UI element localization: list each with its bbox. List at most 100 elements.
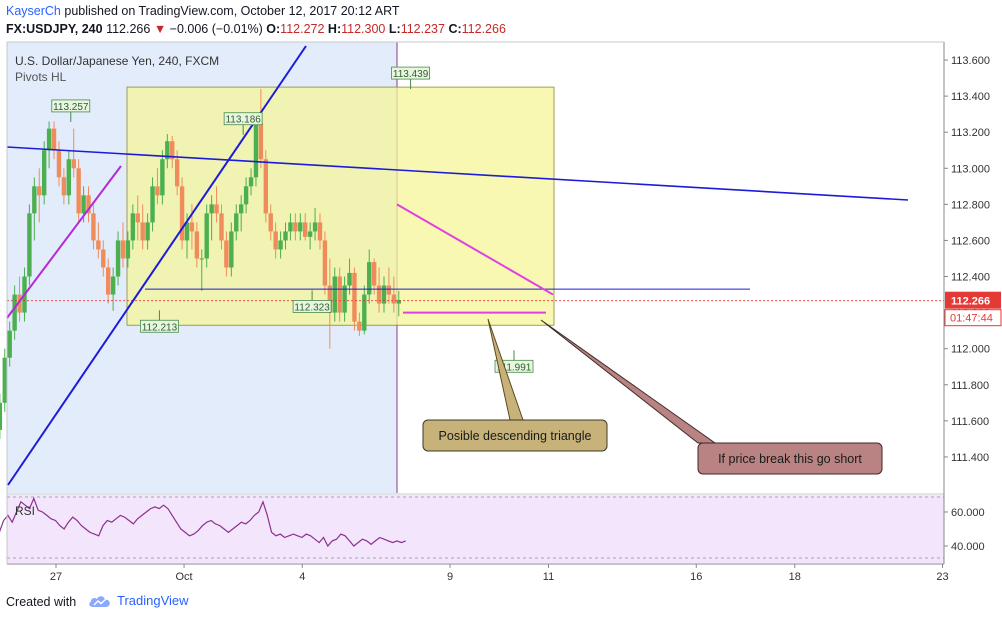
candle-body xyxy=(106,267,111,295)
candle-body xyxy=(248,177,254,187)
pivot-label-text: 113.186 xyxy=(225,115,261,126)
candle-body xyxy=(125,240,131,259)
candle-body xyxy=(51,128,57,151)
candle-body xyxy=(371,262,377,286)
candle-body xyxy=(194,231,200,259)
callout-box-triangle xyxy=(422,419,608,452)
chart-title: U.S. Dollar/Japanese Yen, 240, FXCM xyxy=(15,54,219,68)
candle-body xyxy=(150,186,155,223)
candle-body xyxy=(367,262,372,295)
footer: Created with TradingView xyxy=(0,588,1002,618)
high-label: H: xyxy=(327,22,342,36)
candle-body xyxy=(61,177,67,196)
candle-body xyxy=(243,186,249,205)
candle-body xyxy=(189,222,195,232)
rsi-line xyxy=(0,496,406,548)
y-tick-label: 112.400 xyxy=(951,272,990,284)
candle-body xyxy=(307,231,313,237)
candle-body xyxy=(293,222,298,232)
countdown-tag xyxy=(944,309,1002,327)
candle-body xyxy=(214,204,219,214)
candle-body xyxy=(170,141,175,160)
long-resistance-line xyxy=(6,146,909,201)
callout-text-short: If price break this go short xyxy=(718,452,862,466)
channel-line xyxy=(6,165,122,319)
y-tick-label: 111.600 xyxy=(951,416,989,428)
low-label: L: xyxy=(388,22,401,36)
candle-body xyxy=(376,285,382,304)
candle-body xyxy=(303,222,308,237)
close-value: 112.266 xyxy=(461,22,506,36)
published-text: published on TradingView.com, October 12… xyxy=(64,4,400,18)
candle-body xyxy=(71,159,76,169)
candle-body xyxy=(135,213,140,223)
created-with-label: Created with xyxy=(6,595,77,609)
change-arrow-icon: ▼ xyxy=(153,22,167,36)
candle-body xyxy=(96,240,101,250)
candle-body xyxy=(37,186,42,196)
candle-body xyxy=(86,195,91,214)
rsi-tick-label: 60.000 xyxy=(951,507,985,519)
candle-body xyxy=(229,231,234,268)
pivot-label-box xyxy=(391,66,431,80)
candle-body xyxy=(41,150,47,196)
open-label: O: xyxy=(266,22,281,36)
y-tick-label: 112.800 xyxy=(951,199,990,211)
triangle-upper-line xyxy=(396,203,554,296)
callout-box-short xyxy=(697,442,883,475)
candle-body xyxy=(76,168,81,214)
candle-body xyxy=(174,159,180,187)
candle-body xyxy=(224,240,229,268)
candle-body xyxy=(199,258,204,260)
candle-body xyxy=(110,276,116,295)
cloud-icon xyxy=(89,595,110,607)
candle-body xyxy=(27,213,32,277)
y-tick-label: 113.200 xyxy=(951,127,990,139)
candle-body xyxy=(298,222,303,232)
candle-body xyxy=(268,213,273,232)
candle-body xyxy=(2,357,7,403)
x-tick-label: 18 xyxy=(789,571,801,583)
candle-body xyxy=(352,272,357,322)
candle-body xyxy=(160,159,165,196)
x-tick-label: 16 xyxy=(690,571,702,583)
rsi-label: RSI xyxy=(15,504,35,518)
countdown-value: 01:47:44 xyxy=(950,313,993,325)
candle-body xyxy=(204,213,209,259)
price-chart[interactable]: 113.257 113.186 113.439 112.213 112.323 111.9… xyxy=(0,0,1002,588)
current-price-tag xyxy=(945,291,1001,309)
high-value: 112.300 xyxy=(341,22,386,36)
rsi-tick-label: 40.000 xyxy=(951,541,985,553)
pivot-label-text: 112.323 xyxy=(294,302,330,313)
x-tick-label: 23 xyxy=(936,571,948,583)
pivot-label-text: 111.991 xyxy=(497,362,532,373)
candle-body xyxy=(81,195,86,214)
last-price: 112.266 xyxy=(106,22,151,36)
indicator-label: Pivots HL xyxy=(15,70,67,84)
candle-body xyxy=(12,294,17,331)
candle-body xyxy=(362,294,367,331)
candle-body xyxy=(234,213,239,232)
candle-body xyxy=(32,186,37,214)
candle-body xyxy=(238,204,244,214)
candle-body xyxy=(381,285,387,304)
tradingview-brand-link[interactable]: TradingView xyxy=(88,593,189,608)
candle-body xyxy=(342,285,347,313)
author-link[interactable]: KayserCh xyxy=(6,4,61,18)
rsi-pane-background xyxy=(7,495,944,563)
candle-body xyxy=(120,240,126,259)
candle-body xyxy=(165,141,170,160)
low-value: 112.237 xyxy=(400,22,445,36)
pivot-label-box xyxy=(292,300,332,313)
candle-body xyxy=(357,321,362,331)
pivot-label-box xyxy=(223,112,263,126)
candle-body xyxy=(258,123,264,160)
publish-line: KayserCh published on TradingView.com, O… xyxy=(6,4,400,18)
candle-body xyxy=(140,222,145,241)
candle-body xyxy=(347,272,352,286)
candle-body xyxy=(130,213,136,241)
candle-body xyxy=(115,240,121,277)
pivot-label-text: 113.439 xyxy=(393,69,429,80)
x-tick-label: 27 xyxy=(50,571,62,583)
candle-body xyxy=(7,330,12,358)
